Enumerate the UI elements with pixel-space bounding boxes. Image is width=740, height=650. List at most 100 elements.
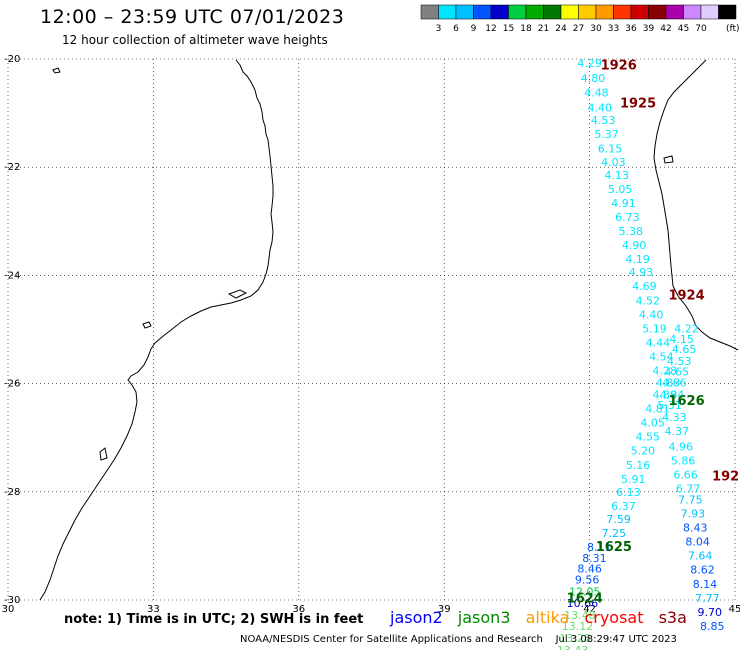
wave-height-value: 4.66 bbox=[662, 377, 687, 390]
wave-height-value: 4.39 bbox=[652, 388, 677, 401]
wave-height-value: 8.14 bbox=[693, 578, 718, 591]
footer-timestamp: Jul 3 08:29:47 UTC 2023 bbox=[555, 634, 677, 645]
wave-height-value: 6.13 bbox=[616, 486, 641, 499]
madagascar-coastline bbox=[653, 59, 739, 351]
color-scale-label: 39 bbox=[643, 24, 655, 34]
mission-cryosat: cryosat bbox=[584, 608, 644, 627]
wave-height-value: 4.69 bbox=[632, 280, 657, 293]
color-swatch bbox=[700, 4, 719, 20]
color-scale-label: 33 bbox=[608, 24, 619, 34]
wave-height-value: 4.93 bbox=[629, 266, 654, 279]
color-swatch bbox=[613, 4, 632, 20]
color-scale-unit: (ft) bbox=[726, 24, 740, 34]
wave-height-value: 4.65 bbox=[665, 366, 690, 379]
island-small-3 bbox=[142, 321, 152, 329]
wave-height-value: 4.29 bbox=[577, 57, 602, 70]
color-swatch bbox=[718, 4, 737, 20]
coastline bbox=[39, 59, 739, 601]
mission-jason2: jason2 bbox=[390, 608, 443, 627]
wave-height-value: 4.96 bbox=[668, 440, 693, 453]
wave-height-value: 7.93 bbox=[681, 507, 706, 520]
y-tick-label: -24 bbox=[4, 270, 20, 281]
wave-height-value: 13.48 bbox=[564, 609, 596, 622]
y-tick-label: -28 bbox=[4, 487, 20, 498]
color-scale-label: 30 bbox=[590, 24, 602, 34]
wave-height-value: 8.62 bbox=[690, 564, 715, 577]
island-small-5 bbox=[663, 155, 674, 164]
color-swatch bbox=[665, 4, 684, 20]
pass-number-labels: 1926 1925 1924 1626 1923 1625 1624 bbox=[567, 58, 740, 606]
pass-number: 1924 bbox=[668, 288, 704, 303]
wave-height-value: 12.05 bbox=[569, 585, 601, 598]
pass-number: 1925 bbox=[620, 96, 656, 111]
wave-height-value: 4.28 bbox=[652, 365, 677, 378]
wave-height-value: 4.81 bbox=[645, 402, 670, 415]
color-swatch bbox=[455, 4, 474, 20]
color-swatch bbox=[578, 4, 597, 20]
wave-height-value: 5.86 bbox=[671, 454, 696, 467]
wave-height-value: 7.25 bbox=[602, 527, 627, 540]
color-swatch bbox=[560, 4, 579, 20]
wave-height-value: 8.31 bbox=[582, 552, 607, 565]
wave-height-value: 6.15 bbox=[598, 142, 623, 155]
map-title: 12:00 – 23:59 UTC 07/01/2023 bbox=[40, 6, 345, 28]
note-text: note: 1) Time is in UTC; 2) SWH is in fe… bbox=[64, 612, 364, 627]
footer-source: NOAA/NESDIS Center for Satellite Applica… bbox=[240, 634, 543, 645]
wave-height-value: 4.40 bbox=[639, 308, 664, 321]
wave-height-value: 4.37 bbox=[665, 425, 690, 438]
wave-height-value: 4.13 bbox=[604, 169, 629, 182]
footer-credit: NOAA/NESDIS Center for Satellite Applica… bbox=[240, 634, 677, 645]
island-small-1 bbox=[52, 67, 61, 74]
x-tick-label: 33 bbox=[147, 604, 160, 615]
wave-height-value: 8.85 bbox=[700, 620, 725, 633]
color-swatch bbox=[595, 4, 614, 20]
x-tick-label: 45 bbox=[729, 604, 740, 615]
wave-height-value: 5.91 bbox=[621, 473, 646, 486]
color-scale-bar: 3 6 9 12 15 18 21 24 27 30 33 36 39 42 45 70 (ft) bbox=[420, 4, 740, 34]
wave-height-value: 4.52 bbox=[636, 294, 661, 307]
wave-height-value: 9.56 bbox=[575, 573, 600, 586]
wave-height-value: 4.03 bbox=[601, 156, 626, 169]
wave-height-value: 13.43 bbox=[557, 644, 589, 650]
color-scale-label: 42 bbox=[660, 24, 671, 34]
wave-height-value: 5.37 bbox=[594, 128, 619, 141]
wave-height-value: 4.53 bbox=[591, 114, 616, 127]
wave-height-value: 7.64 bbox=[688, 550, 713, 563]
wave-height-value: 4.19 bbox=[625, 253, 650, 266]
wave-height-value: 7.77 bbox=[695, 592, 720, 605]
wave-height-value: 6.77 bbox=[676, 483, 701, 496]
wave-height-labels: 4.294.804.484.404.535.376.154.034.135.05… bbox=[557, 57, 725, 650]
wave-height-value: 5.16 bbox=[626, 459, 651, 472]
wave-height-value: 13.12 bbox=[562, 620, 594, 633]
wave-height-value: 4.54 bbox=[649, 351, 674, 364]
island-small-4 bbox=[99, 447, 108, 461]
wave-height-value: 4.15 bbox=[669, 333, 694, 346]
wave-height-value: 9.70 bbox=[698, 606, 723, 619]
wave-height-value: 8.04 bbox=[685, 536, 710, 549]
wave-height-value: 4.65 bbox=[672, 343, 697, 356]
wave-height-value: 5.38 bbox=[619, 225, 644, 238]
africa-coastline bbox=[39, 59, 274, 601]
wave-height-value: 7.59 bbox=[606, 513, 631, 526]
wave-height-value: 4.05 bbox=[640, 417, 665, 430]
color-scale-label: 24 bbox=[555, 24, 567, 34]
wave-height-value: 10.66 bbox=[567, 597, 599, 610]
wave-height-value: 6.66 bbox=[673, 468, 698, 481]
wave-height-value: 4.48 bbox=[584, 87, 609, 100]
wave-height-value: 4.91 bbox=[611, 197, 636, 210]
wave-height-value: 4.22 bbox=[674, 322, 699, 335]
pass-number: 1624 bbox=[567, 591, 603, 606]
wave-height-value: 4.40 bbox=[588, 102, 613, 115]
color-swatch bbox=[490, 4, 509, 20]
x-tick-label: 39 bbox=[438, 604, 451, 615]
x-tick-label: 42 bbox=[583, 604, 596, 615]
wave-height-value: 4.84 bbox=[660, 388, 685, 401]
color-scale-label: 18 bbox=[520, 24, 532, 34]
x-tick-label: 36 bbox=[292, 604, 305, 615]
pass-number: 1926 bbox=[601, 58, 637, 73]
mission-legend: jason2 jason3 altika cryosat s3a bbox=[390, 608, 697, 627]
y-tick-label: -30 bbox=[4, 595, 20, 606]
color-scale-label: 21 bbox=[538, 24, 549, 34]
color-scale-label: 12 bbox=[485, 24, 496, 34]
wave-height-value: 5.05 bbox=[608, 183, 633, 196]
